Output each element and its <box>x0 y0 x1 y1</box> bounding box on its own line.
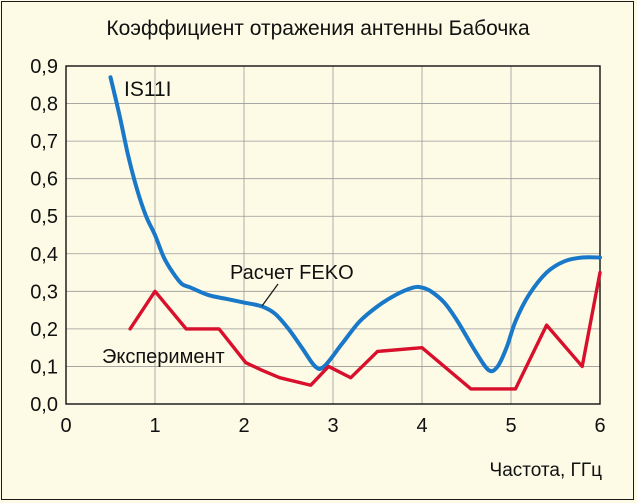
feko-leader-line <box>261 283 279 307</box>
experiment-annotation: Эксперимент <box>102 346 225 368</box>
y-tick-label: 0,9 <box>30 56 58 78</box>
y-tick-label: 0,7 <box>30 131 58 153</box>
x-tick-label: 0 <box>60 415 71 437</box>
y-tick-label: 0,2 <box>30 319 58 341</box>
x-tick-label: 3 <box>327 415 338 437</box>
y-tick-label: 0,0 <box>30 394 58 416</box>
feko-series-line <box>108 75 602 374</box>
y-tick-label: 0,6 <box>30 169 58 191</box>
x-tick-label: 1 <box>149 415 160 437</box>
y-tick-label: 0,8 <box>30 94 58 116</box>
y-tick-labels: 0,0 0,1 0,2 0,3 0,4 0,5 0,6 0,7 0,8 0,9 <box>30 56 58 416</box>
series <box>108 75 602 391</box>
y-tick-label: 0,3 <box>30 281 58 303</box>
feko-annotation: Расчет FEKO <box>230 262 354 284</box>
x-tick-label: 4 <box>416 415 427 437</box>
chart-title: Коэффициент отражения антенны Бабочка <box>106 17 530 40</box>
y-tick-label: 0,4 <box>30 244 58 266</box>
y-tick-label: 0,5 <box>30 206 58 228</box>
experiment-series-line <box>128 270 602 391</box>
x-tick-label: 6 <box>594 415 605 437</box>
x-tick-label: 2 <box>238 415 249 437</box>
x-axis-label: Частота, ГГц <box>490 460 603 481</box>
plot-area <box>65 65 601 405</box>
x-tick-labels: 0 1 2 3 4 5 6 <box>60 415 605 437</box>
y-tick-label: 0,1 <box>30 356 58 378</box>
x-tick-label: 5 <box>505 415 516 437</box>
s11-annotation: IS11I <box>124 78 171 101</box>
